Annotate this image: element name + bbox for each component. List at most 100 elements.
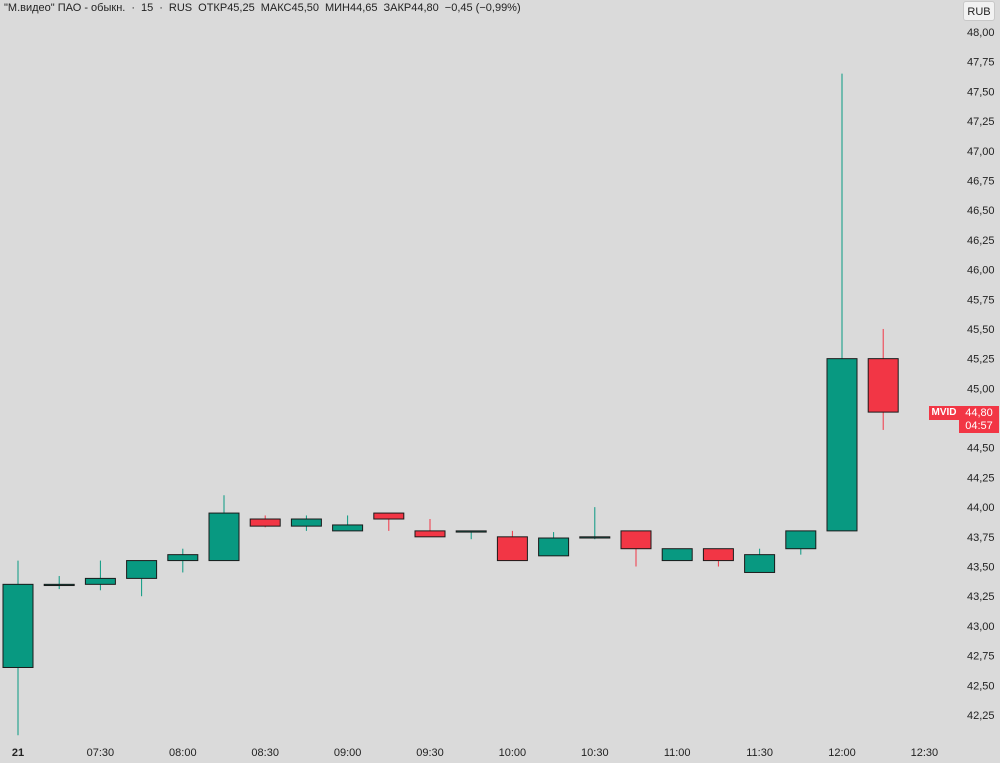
high-label: МАКС: [260, 2, 292, 14]
y-tick-label: 43,75: [967, 532, 995, 544]
close-label: ЗАКР: [383, 2, 412, 14]
candle-body: [373, 512, 405, 520]
open-value: 45,25: [227, 2, 255, 14]
x-tick-label: 10:00: [499, 747, 527, 759]
candle-body: [620, 530, 652, 550]
candle[interactable]: [84, 560, 116, 591]
candle-body: [249, 518, 281, 527]
y-tick-label: 46,00: [967, 265, 995, 277]
candle-body: [414, 530, 446, 538]
y-tick-label: 47,50: [967, 86, 995, 98]
candle-body: [84, 577, 116, 585]
candle[interactable]: [785, 530, 817, 555]
candle[interactable]: [538, 532, 570, 557]
candle[interactable]: [455, 530, 487, 540]
candle[interactable]: [867, 328, 899, 430]
candle[interactable]: [579, 507, 611, 540]
y-tick-label: 47,75: [967, 57, 995, 69]
candle[interactable]: [2, 560, 34, 736]
x-tick-label: 09:00: [334, 747, 362, 759]
candle[interactable]: [702, 548, 734, 567]
candle-body: [661, 548, 693, 562]
y-tick-label: 47,00: [967, 146, 995, 158]
x-tick-label: 11:00: [664, 747, 691, 759]
y-tick-label: 43,00: [967, 621, 995, 633]
candle-body: [867, 358, 899, 413]
candle[interactable]: [661, 548, 693, 562]
candle[interactable]: [332, 515, 364, 532]
x-tick-label: 12:00: [828, 747, 856, 759]
symbol-legend: "М.видео" ПАО - обыкн. · 15 · RUS ОТКР 45…: [4, 2, 521, 14]
candle-body: [455, 530, 487, 533]
y-tick-label: 46,50: [967, 205, 995, 217]
candle[interactable]: [167, 548, 199, 573]
y-tick-label: 48,00: [967, 27, 995, 39]
candle[interactable]: [744, 548, 776, 573]
bar-countdown: 04:57: [965, 420, 993, 432]
candle-body: [208, 512, 240, 562]
y-tick-label: 45,25: [967, 354, 995, 366]
exchange-label: RUS: [168, 2, 193, 14]
y-tick-label: 42,50: [967, 680, 995, 692]
open-value-group: ОТКР 45,25: [198, 2, 255, 14]
candle-body: [702, 548, 734, 562]
candles-layer: [2, 73, 899, 736]
y-tick-label: 47,25: [967, 116, 995, 128]
candle[interactable]: [373, 512, 405, 531]
change-value: −0,45 (−0,99%): [444, 2, 521, 14]
candle-body: [826, 358, 858, 532]
high-value: 45,50: [291, 2, 319, 14]
x-tick-label: 07:30: [87, 747, 115, 759]
x-tick-label: 11:30: [746, 747, 773, 759]
low-value: 44,65: [350, 2, 378, 14]
y-tick-label: 42,75: [967, 651, 995, 663]
y-tick-label: 45,50: [967, 324, 995, 336]
candle[interactable]: [126, 560, 158, 597]
open-label: ОТКР: [198, 2, 228, 14]
candle-body: [538, 537, 570, 557]
candle[interactable]: [496, 530, 528, 562]
candle-body: [2, 583, 34, 668]
candle-body: [744, 554, 776, 573]
x-tick-label: 08:00: [169, 747, 197, 759]
y-tick-label: 44,25: [967, 472, 995, 484]
candle[interactable]: [620, 530, 652, 567]
x-tick-label: 12:30: [911, 747, 939, 759]
candle-body: [290, 518, 322, 527]
candle-body: [167, 554, 199, 562]
candle[interactable]: [826, 73, 858, 532]
symbol-name[interactable]: "М.видео" ПАО - обыкн.: [4, 2, 126, 14]
y-tick-label: 45,75: [967, 294, 995, 306]
y-tick-label: 46,25: [967, 235, 995, 247]
y-tick-label: 45,00: [967, 383, 995, 395]
y-tick-label: 44,50: [967, 443, 995, 455]
candle-body: [43, 583, 75, 587]
x-tick-label: 09:30: [416, 747, 444, 759]
interval-label: 15: [141, 2, 154, 14]
x-tick-label: 10:30: [581, 747, 609, 759]
candle[interactable]: [290, 515, 322, 531]
x-tick-label: 21: [12, 747, 24, 759]
candle[interactable]: [43, 576, 75, 590]
candle[interactable]: [414, 519, 446, 538]
close-value-group: ЗАКР 44,80: [384, 2, 439, 14]
low-value-group: МИН 44,65: [325, 2, 378, 14]
y-tick-label: 42,25: [967, 710, 995, 722]
x-tick-label: 08:30: [251, 747, 279, 759]
candle[interactable]: [249, 515, 281, 528]
candle-body: [332, 524, 364, 532]
price-tag-ticker: MVID: [929, 406, 959, 420]
y-tick-label: 44,00: [967, 502, 995, 514]
price-axis[interactable]: 42,25 42,50 42,75 43,00 43,25 43,50 43,75 44,00…: [967, 27, 995, 722]
candle[interactable]: [208, 495, 240, 562]
y-tick-label: 46,75: [967, 175, 995, 187]
high-value-group: МАКС 45,50: [261, 2, 319, 14]
candle-body: [785, 530, 817, 550]
y-tick-label: 43,25: [967, 591, 995, 603]
y-tick-label: 43,50: [967, 562, 995, 574]
candle-body: [579, 536, 611, 539]
time-axis[interactable]: 21 07:30 08:00 08:30 09:00 09:30 10:00 10:30 11:…: [12, 747, 938, 759]
candle-body: [126, 560, 158, 579]
currency-button[interactable]: RUB: [963, 1, 995, 21]
